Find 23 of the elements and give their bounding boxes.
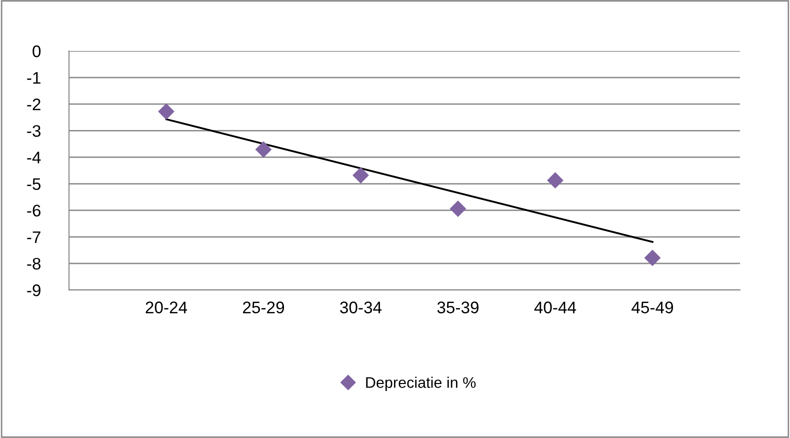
y-tick-label: -3: [27, 125, 40, 137]
x-tick-label: 25-29: [243, 302, 284, 314]
y-tick-label: -5: [27, 178, 41, 190]
y-tick-label: -6: [27, 204, 40, 217]
y-tick-label: -2: [27, 98, 40, 110]
x-tick-label: 20-24: [146, 302, 188, 314]
y-tick-label: -8: [27, 258, 40, 270]
y-tick-label: 0: [32, 45, 41, 58]
x-tick-label: 40-44: [534, 302, 576, 314]
point: [255, 141, 272, 158]
point: [352, 167, 369, 184]
point: [158, 103, 174, 120]
x-tick-label: 35-39: [437, 302, 479, 314]
x-tick-label: 45-49: [632, 302, 674, 314]
y-tick-label: -9: [27, 284, 40, 296]
y-tick-label: -1: [27, 72, 40, 84]
legend-label: Depreciatie in %: [366, 376, 476, 391]
point: [644, 250, 661, 266]
point: [450, 200, 466, 217]
y-tick-label: -4: [27, 152, 41, 164]
x-tick-label: 30-34: [340, 302, 382, 314]
y-tick-label: -7: [27, 231, 40, 243]
point: [547, 172, 564, 189]
